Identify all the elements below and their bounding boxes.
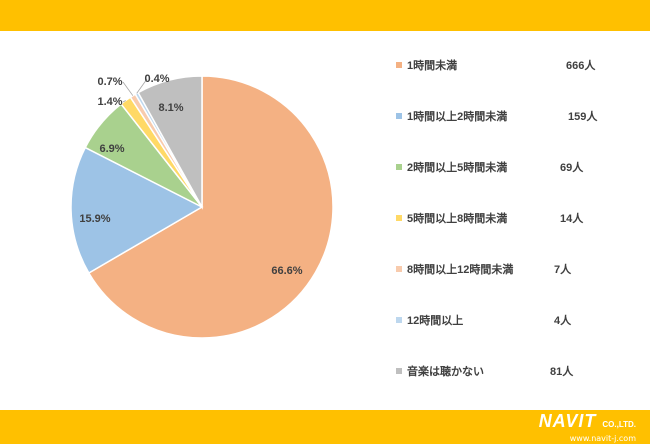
logo-url: www.navit-j.com <box>569 434 636 443</box>
data-label-over-12h: 0.4% <box>144 73 169 85</box>
data-label-no-music: 8.1% <box>158 102 183 114</box>
leader-line-over-12h <box>136 78 148 94</box>
legend-count-under-1h: 666人 <box>566 60 596 72</box>
pie-slice-no-music <box>137 75 203 210</box>
legend-item-no-music: 音楽は聴かない 81人 <box>396 362 626 380</box>
legend-swatch-no-music <box>396 368 402 374</box>
legend-item-over-12h: 12時間以上 4人 <box>396 311 626 329</box>
legend-count-2-5h: 69人 <box>560 162 584 174</box>
legend-label-no-music: 音楽は聴かない <box>407 366 484 378</box>
legend-label-over-12h: 12時間以上 <box>407 315 464 327</box>
legend-item-under-1h: 1時間未満 666人 <box>396 56 626 74</box>
company-logo: NAVIT CO.,LTD. www.navit-j.com <box>539 412 636 443</box>
legend-count-over-12h: 4人 <box>554 315 572 327</box>
pie-slice-under-1h <box>87 75 334 339</box>
legend-count-1-2h: 159人 <box>568 111 598 123</box>
legend-item-8-12h: 8時間以上12時間未満 7人 <box>396 260 626 278</box>
legend-label-under-1h: 1時間未満 <box>407 60 458 72</box>
data-label-8-12h: 0.7% <box>97 76 122 88</box>
data-label-under-1h: 66.6% <box>271 265 302 277</box>
data-label-1-2h: 15.9% <box>79 213 110 225</box>
legend-item-5-8h: 5時間以上8時間未満 14人 <box>396 209 626 227</box>
legend-item-1-2h: 1時間以上2時間未満 159人 <box>396 107 626 125</box>
legend-swatch-under-1h <box>396 62 402 68</box>
top-banner <box>0 0 650 31</box>
pie-chart: 66.6% 15.9% 6.9% 1.4% 0.7% 0.4% 8.1% <box>70 73 334 339</box>
legend-item-2-5h: 2時間以上5時間未満 69人 <box>396 158 626 176</box>
legend-label-5-8h: 5時間以上8時間未満 <box>407 213 508 225</box>
bottom-banner <box>0 410 650 444</box>
legend-swatch-1-2h <box>396 113 402 119</box>
legend-count-8-12h: 7人 <box>554 264 572 276</box>
logo-wordmark: NAVIT CO.,LTD. <box>538 411 636 431</box>
data-label-5-8h: 1.4% <box>97 96 122 108</box>
legend-label-1-2h: 1時間以上2時間未満 <box>407 111 508 123</box>
legend-swatch-2-5h <box>396 164 402 170</box>
legend-swatch-over-12h <box>396 317 402 323</box>
legend-count-5-8h: 14人 <box>560 213 584 225</box>
legend-label-8-12h: 8時間以上12時間未満 <box>407 264 514 276</box>
legend-count-no-music: 81人 <box>550 366 574 378</box>
data-label-2-5h: 6.9% <box>99 143 124 155</box>
pie-slice-1-2h <box>70 146 204 274</box>
leader-line-8-12h <box>122 81 134 96</box>
leader-line-5-8h <box>122 100 126 103</box>
legend-label-2-5h: 2時間以上5時間未満 <box>407 162 508 174</box>
legend-swatch-5-8h <box>396 215 402 221</box>
legend-swatch-8-12h <box>396 266 402 272</box>
